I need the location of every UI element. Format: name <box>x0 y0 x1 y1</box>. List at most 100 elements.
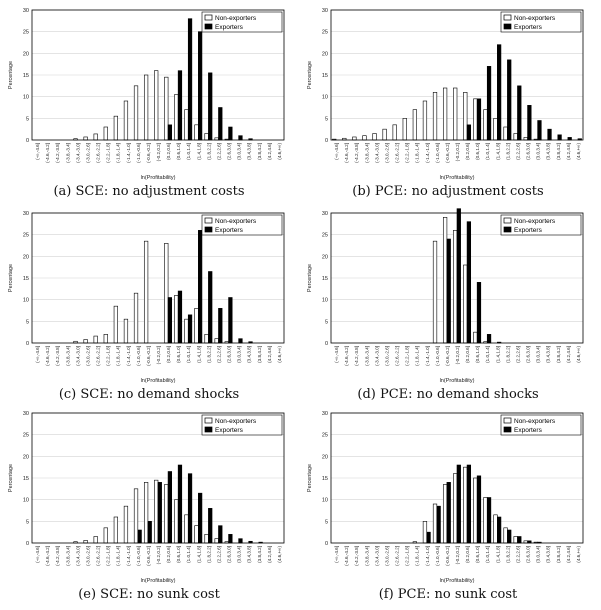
bar-nonexporters <box>194 124 199 141</box>
x-tick-label: (-1.8,-1.4] <box>116 346 121 366</box>
bar-exporters <box>187 18 193 141</box>
bar-nonexporters <box>154 479 159 544</box>
x-tick-label: (2.6,3.0] <box>526 346 531 363</box>
chart-e: 0 5 10 15 20 25 30 (-∞,-4.6] (-4.6,-4.2] (-4.2,-3… <box>8 411 285 584</box>
x-tick-label: (4.6,+∞) <box>576 346 581 363</box>
x-tick-label: (1.0,1.4] <box>485 143 490 160</box>
bar-exporters <box>198 230 203 344</box>
legend-label-nonexporters: Non-exporters <box>215 418 257 425</box>
x-tick-label: (-0.6,-0.2] <box>146 143 151 163</box>
x-tick-label: (-1.0,-0.6] <box>136 346 141 366</box>
x-tick-label: (-3.4,-3.0] <box>374 346 379 366</box>
x-tick-label: (-2.2,-1.8] <box>106 143 111 163</box>
bar-exporters <box>466 124 472 141</box>
x-tick-label: (2.2,2.6] <box>515 546 520 563</box>
x-tick-label: (4.6,+∞) <box>277 546 282 563</box>
x-tick-label: (-3.4,-3.0] <box>374 143 379 163</box>
legend-label-nonexporters: Non-exporters <box>215 15 257 22</box>
x-tick-label: (4.6,+∞) <box>277 143 282 160</box>
bar-nonexporters <box>493 118 498 141</box>
y-tick-label: 25 <box>322 30 328 36</box>
y-tick-label: 20 <box>322 454 328 460</box>
y-tick-label: 0 <box>325 541 328 547</box>
x-tick-label: (0.2,0.6] <box>465 143 470 160</box>
bar-nonexporters <box>422 100 428 141</box>
bar-exporters <box>238 338 243 344</box>
x-tick-label: (3.4,3.8] <box>247 346 252 363</box>
bar-nonexporters <box>83 339 88 344</box>
bar-exporters <box>507 529 512 544</box>
bar-nonexporters <box>473 98 478 141</box>
y-tick-label: 10 <box>322 95 328 101</box>
bar-exporters <box>218 308 223 344</box>
bar-nonexporters <box>184 514 189 544</box>
bar-exporters <box>486 497 492 544</box>
x-tick-label: (4.2,4.6] <box>267 546 272 563</box>
y-tick-label: 10 <box>23 95 29 101</box>
x-tick-label: (-3.8,-3.4] <box>364 546 369 566</box>
x-tick-label: (1.0,1.4] <box>485 346 490 363</box>
bar-nonexporters <box>174 295 179 344</box>
bar-nonexporters <box>204 133 209 141</box>
y-tick-label: 5 <box>325 319 328 325</box>
bar-exporters <box>527 105 532 141</box>
x-tick-label: (4.2,4.6] <box>267 143 272 160</box>
x-tick-label: (1.4,1.8] <box>495 143 500 160</box>
bar-nonexporters <box>453 473 458 544</box>
y-tick-label: 0 <box>26 541 29 547</box>
x-tick-label: (0.6,1.0] <box>176 143 181 160</box>
x-tick-label: (-4.6,-4.2] <box>45 546 50 566</box>
y-axis-label: Percentage <box>307 264 313 292</box>
bar-nonexporters <box>204 534 209 544</box>
bar-nonexporters <box>113 305 118 344</box>
bar-nonexporters <box>184 318 189 344</box>
bar-nonexporters <box>432 240 438 344</box>
chart-f: 0 5 10 15 20 25 30 (-∞,-4.6] (-4.6,-4.2] (-4.2,-3… <box>307 411 584 584</box>
y-tick-label: 5 <box>325 116 328 122</box>
x-tick-label: (-3.4,-3.0] <box>374 546 379 566</box>
legend-swatch-exporters <box>503 226 512 233</box>
x-tick-label: (-∞,-4.6] <box>35 546 40 563</box>
x-tick-label: (-4.2,-3.8] <box>55 546 60 566</box>
x-tick-label: (-0.2,0.2] <box>156 546 161 564</box>
x-tick-label: (-1.0,-0.6] <box>435 143 440 163</box>
plot-frame <box>31 9 285 141</box>
y-tick-label: 15 <box>23 276 29 282</box>
x-tick-label: (-1.8,-1.4] <box>415 143 420 163</box>
bar-exporters <box>198 31 203 141</box>
x-tick-label: (3.8,4.2] <box>257 143 262 160</box>
x-tick-label: (-3.4,-3.0] <box>75 143 80 163</box>
bar-nonexporters <box>392 124 397 141</box>
bar-nonexporters <box>442 217 448 344</box>
x-tick-label: (1.8,2.2] <box>206 346 211 363</box>
x-tick-label: (1.4,1.8] <box>196 546 201 563</box>
y-tick-label: 15 <box>322 73 328 79</box>
x-tick-label: (-4.2,-3.8] <box>354 346 359 366</box>
y-tick-label: 15 <box>322 476 328 482</box>
x-tick-label: (3.0,3.4] <box>237 346 242 363</box>
x-tick-label: (0.6,1.0] <box>475 546 480 563</box>
x-tick-label: (-3.0,-2.6] <box>85 546 90 566</box>
x-tick-label: (-3.0,-2.6] <box>85 346 90 366</box>
bar-nonexporters <box>463 264 468 344</box>
bar-nonexporters <box>402 118 407 141</box>
x-tick-label: (3.0,3.4] <box>237 546 242 563</box>
plot-frame <box>330 412 584 544</box>
y-tick-label: 30 <box>23 411 29 417</box>
y-axis-label: Percentage <box>8 464 14 492</box>
bar-exporters <box>147 521 152 544</box>
bar-nonexporters <box>103 527 108 544</box>
bar-nonexporters <box>483 109 488 141</box>
x-tick-label: (-4.2,-3.8] <box>55 346 60 366</box>
y-tick-label: 30 <box>23 8 29 14</box>
bar-nonexporters <box>453 230 458 344</box>
y-tick-label: 5 <box>26 116 29 122</box>
y-tick-label: 15 <box>322 276 328 282</box>
bar-nonexporters <box>113 516 118 544</box>
legend-label-exporters: Exporters <box>514 24 543 31</box>
bar-nonexporters <box>164 484 169 544</box>
x-tick-label: (-1.4,-1.0] <box>126 346 131 366</box>
x-tick-label: (-∞,-4.6] <box>334 346 339 363</box>
x-tick-label: (-1.8,-1.4] <box>116 143 121 163</box>
x-tick-label: (1.4,1.8] <box>196 346 201 363</box>
